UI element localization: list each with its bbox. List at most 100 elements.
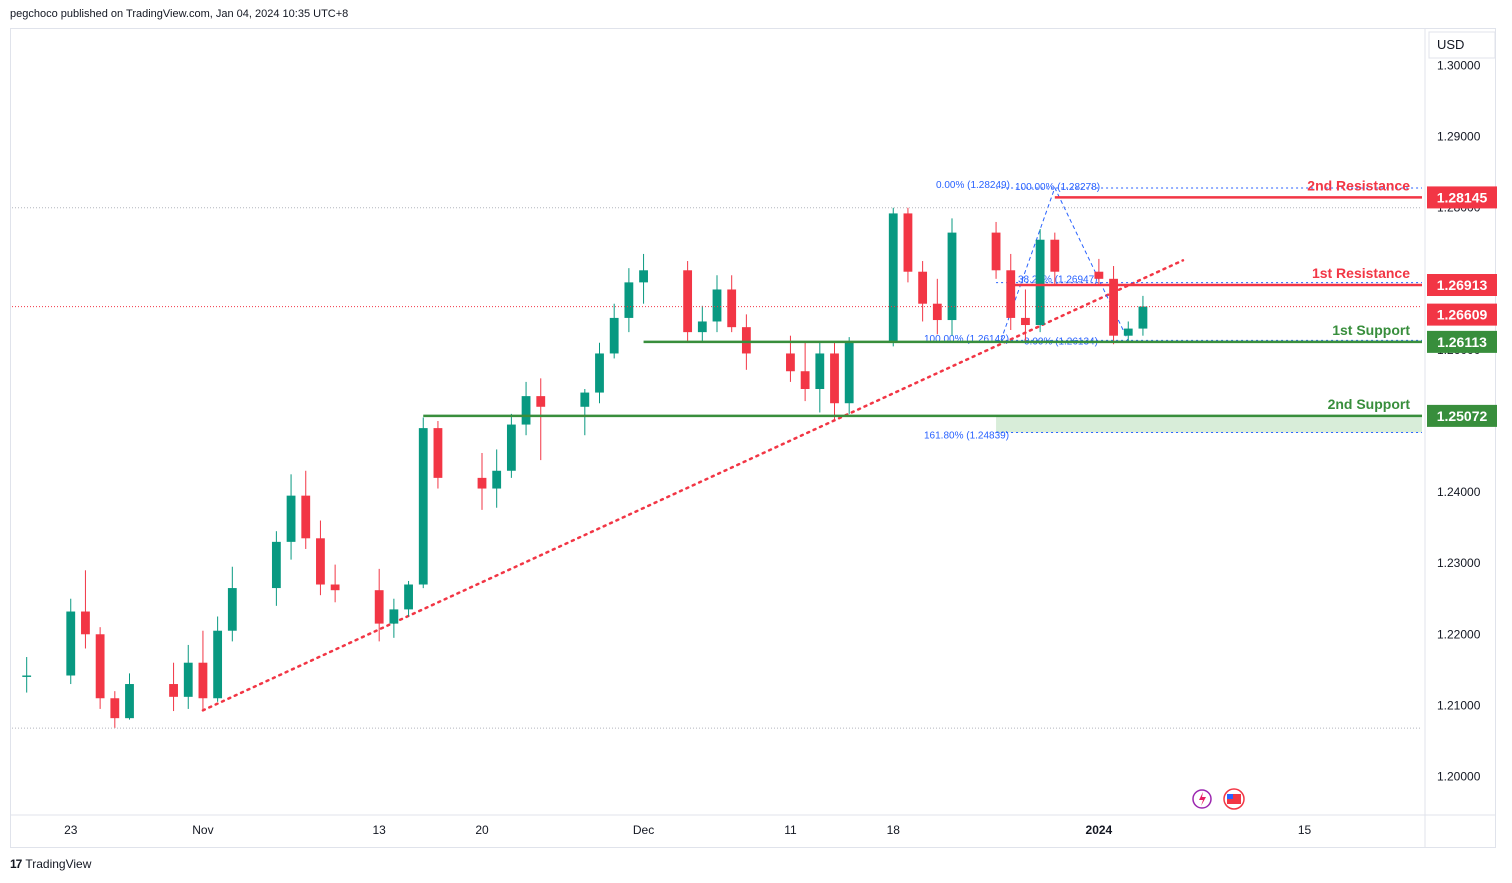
- candle-body[interactable]: [389, 609, 399, 624]
- candle-body[interactable]: [22, 675, 32, 677]
- chart-frame: [10, 28, 1496, 848]
- candle-body[interactable]: [330, 584, 340, 591]
- candle-body[interactable]: [609, 317, 619, 354]
- candle-body[interactable]: [316, 538, 325, 585]
- candle-body[interactable]: [213, 630, 223, 699]
- candle-body[interactable]: [404, 584, 413, 610]
- candle-body[interactable]: [536, 396, 546, 407]
- candle-body[interactable]: [1123, 328, 1133, 336]
- publisher-header: pegchoco published on TradingView.com, J…: [10, 8, 349, 20]
- y-tick-label: 1.24000: [1437, 485, 1481, 499]
- candle-body[interactable]: [947, 232, 957, 321]
- lightning-icon-bolt: [1199, 792, 1206, 806]
- candle-body[interactable]: [1006, 270, 1016, 318]
- y-tick-label: 1.20000: [1437, 769, 1481, 783]
- support-zone: [996, 415, 1422, 433]
- x-tick-label: 2024: [1086, 823, 1113, 837]
- candle-body[interactable]: [1138, 306, 1148, 329]
- candle-body[interactable]: [1050, 239, 1060, 272]
- y-tick-label: 1.23000: [1437, 556, 1481, 570]
- candle-body[interactable]: [786, 353, 795, 372]
- candle-body[interactable]: [991, 232, 1001, 271]
- tradingview-logo-icon: 17: [10, 857, 22, 871]
- candle-body[interactable]: [903, 213, 913, 272]
- x-tick-label: Nov: [192, 823, 213, 837]
- x-tick-label: 13: [373, 823, 387, 837]
- y-tick-label: 1.29000: [1437, 130, 1481, 144]
- candle-body[interactable]: [712, 289, 722, 322]
- candle-body[interactable]: [727, 289, 737, 328]
- x-tick-label: 11: [784, 823, 797, 837]
- level-price-text: 1.26113: [1437, 334, 1487, 350]
- x-tick-label: 18: [887, 823, 901, 837]
- level-name-label: 2nd Support: [1328, 396, 1411, 412]
- fib-label: 0.00% (1.28249): [936, 180, 1010, 191]
- candle-body[interactable]: [183, 662, 193, 697]
- candle-body[interactable]: [918, 271, 928, 304]
- candle-body[interactable]: [433, 428, 443, 478]
- news-icons[interactable]: [1192, 788, 1245, 810]
- currency-label: USD: [1437, 37, 1464, 52]
- candle-body[interactable]: [110, 698, 120, 719]
- candle-body[interactable]: [477, 477, 487, 489]
- x-tick-label: 20: [475, 823, 489, 837]
- candle-body[interactable]: [697, 321, 707, 333]
- candle-body[interactable]: [580, 392, 590, 407]
- fib-label: 38.20% (1.26947): [1018, 275, 1098, 286]
- candle-body[interactable]: [286, 495, 296, 542]
- x-tick-label: 15: [1298, 823, 1312, 837]
- level-name-label: 1st Support: [1332, 322, 1410, 338]
- candle-body[interactable]: [888, 213, 898, 342]
- footer: 17 TradingView: [10, 857, 91, 871]
- last-price-badge: [1427, 303, 1497, 326]
- y-tick-label: 1.22000: [1437, 627, 1481, 641]
- candle-body[interactable]: [66, 611, 76, 676]
- candle-body[interactable]: [624, 282, 634, 318]
- currency-box[interactable]: [1428, 31, 1496, 59]
- candle-body[interactable]: [492, 470, 502, 489]
- candle-body[interactable]: [301, 495, 311, 539]
- level-price-text: 1.28145: [1437, 189, 1488, 205]
- candle-body[interactable]: [683, 270, 693, 333]
- us-flag-icon-canton: [1227, 794, 1233, 799]
- candle-body[interactable]: [271, 541, 281, 589]
- candle-body[interactable]: [198, 662, 208, 699]
- ascending-trendline[interactable]: [201, 259, 1185, 712]
- us-flag-icon-stripes: [1227, 794, 1241, 804]
- candle-body[interactable]: [844, 341, 854, 404]
- level-price-text: 1.26913: [1437, 277, 1488, 293]
- candle-body[interactable]: [1094, 271, 1104, 279]
- candle-body[interactable]: [125, 684, 134, 719]
- y-tick-label: 1.21000: [1437, 698, 1481, 712]
- candle-body[interactable]: [81, 611, 90, 635]
- candle-body[interactable]: [95, 634, 105, 699]
- candle-body[interactable]: [800, 371, 810, 390]
- candle-body[interactable]: [418, 428, 428, 585]
- candle-body[interactable]: [227, 588, 237, 631]
- level-price-badge: [1427, 330, 1497, 353]
- y-tick-label: 1.30000: [1437, 59, 1481, 73]
- candle-body[interactable]: [595, 353, 604, 393]
- candle-body[interactable]: [932, 303, 942, 321]
- candle-body[interactable]: [521, 396, 531, 425]
- footer-brand[interactable]: TradingView: [25, 857, 92, 871]
- candle-body[interactable]: [169, 684, 178, 697]
- level-price-badge: [1427, 274, 1497, 297]
- fib-zigzag: [1000, 186, 1129, 341]
- fib-label: 100.00% (1.28278): [1015, 182, 1100, 193]
- candle-body[interactable]: [506, 424, 516, 471]
- candle-body[interactable]: [1021, 317, 1030, 326]
- lightning-icon[interactable]: [1192, 789, 1212, 809]
- candle-body[interactable]: [374, 590, 384, 624]
- level-name-label: 2nd Resistance: [1307, 177, 1410, 193]
- candle-body[interactable]: [1109, 278, 1118, 336]
- candle-body[interactable]: [815, 353, 825, 390]
- fib-label: 161.80% (1.24839): [924, 430, 1009, 441]
- candle-body[interactable]: [639, 270, 648, 283]
- candle-body[interactable]: [1035, 239, 1045, 326]
- level-price-text: 1.25072: [1437, 408, 1488, 424]
- candle-body[interactable]: [741, 327, 751, 354]
- level-price-badge: [1427, 186, 1497, 209]
- candle-body[interactable]: [830, 353, 839, 404]
